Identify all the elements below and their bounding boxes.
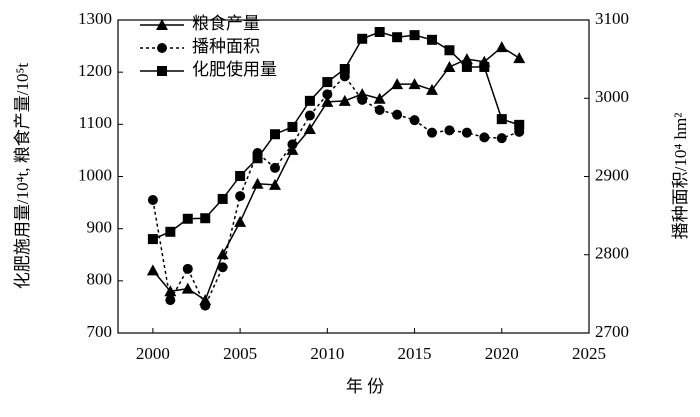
marker xyxy=(251,177,264,189)
marker xyxy=(357,94,368,105)
x-tick-label: 2000 xyxy=(136,344,170,363)
marker xyxy=(146,264,159,276)
y2-tick-label: 3000 xyxy=(595,87,629,106)
marker xyxy=(270,129,280,140)
legend-label: 播种面积 xyxy=(192,37,260,56)
marker xyxy=(374,104,385,115)
marker xyxy=(427,34,437,45)
marker xyxy=(235,191,246,202)
marker xyxy=(287,139,298,150)
legend-label: 化肥使用量 xyxy=(192,59,277,79)
marker xyxy=(147,234,158,245)
marker xyxy=(217,193,228,204)
marker xyxy=(391,78,404,90)
marker xyxy=(460,53,473,65)
marker xyxy=(156,19,168,30)
marker xyxy=(217,262,228,273)
y2-tick-label: 2700 xyxy=(595,322,629,341)
series-line xyxy=(152,46,520,302)
marker xyxy=(234,215,247,227)
marker xyxy=(147,194,158,205)
y-tick-label: 1000 xyxy=(78,165,112,184)
series-line xyxy=(152,75,520,308)
series-line xyxy=(152,31,520,240)
marker xyxy=(200,213,211,224)
marker xyxy=(408,78,421,90)
marker xyxy=(461,127,472,138)
marker xyxy=(409,30,420,41)
marker xyxy=(479,61,490,72)
marker xyxy=(321,95,334,107)
marker xyxy=(461,61,472,72)
marker xyxy=(495,41,508,53)
legend-label: 粮食产量 xyxy=(192,14,260,33)
marker xyxy=(444,125,455,136)
marker xyxy=(513,52,526,64)
marker xyxy=(303,123,316,135)
marker xyxy=(374,26,385,37)
x-axis-label: 年 份 xyxy=(346,377,384,396)
y-tick-label: 1200 xyxy=(78,61,112,80)
marker xyxy=(373,92,386,104)
y2-tick-label: 2800 xyxy=(595,244,629,263)
marker xyxy=(216,248,229,260)
marker xyxy=(165,226,176,237)
marker xyxy=(157,43,167,53)
y-tick-label: 900 xyxy=(87,218,113,237)
y2-tick-label: 2900 xyxy=(595,165,629,184)
marker xyxy=(339,64,350,75)
x-tick-label: 2010 xyxy=(310,344,344,363)
marker xyxy=(443,60,456,72)
marker xyxy=(270,162,280,173)
marker xyxy=(479,132,490,143)
marker xyxy=(392,32,403,43)
marker xyxy=(496,133,507,144)
marker xyxy=(287,121,298,132)
marker xyxy=(182,213,193,224)
marker xyxy=(444,45,455,56)
marker xyxy=(157,66,167,76)
y-tick-label: 800 xyxy=(87,270,113,289)
marker xyxy=(426,83,438,95)
marker xyxy=(322,89,333,100)
x-tick-label: 2005 xyxy=(223,344,257,363)
marker xyxy=(357,33,368,44)
marker xyxy=(427,127,437,138)
marker xyxy=(182,263,193,274)
marker xyxy=(322,77,333,88)
y-tick-label: 1300 xyxy=(78,9,112,28)
marker xyxy=(200,300,211,311)
marker xyxy=(496,114,507,125)
marker xyxy=(338,94,351,106)
y-tick-label: 1100 xyxy=(79,113,112,132)
marker xyxy=(304,95,315,106)
x-tick-label: 2015 xyxy=(398,344,432,363)
marker xyxy=(181,282,194,294)
marker xyxy=(165,295,176,306)
marker xyxy=(235,170,246,181)
y-axis-label: 化肥施用量/10⁴t, 粮食产量/10⁵t xyxy=(13,63,32,290)
y2-axis-label: 播种面积/10⁴ hm² xyxy=(671,113,690,240)
marker xyxy=(392,109,403,120)
marker xyxy=(514,119,525,130)
y-tick-label: 700 xyxy=(87,322,113,341)
marker xyxy=(304,110,315,121)
x-tick-label: 2020 xyxy=(485,344,519,363)
y2-tick-label: 3100 xyxy=(595,9,629,28)
marker xyxy=(269,178,281,190)
x-tick-label: 2025 xyxy=(572,344,606,363)
marker xyxy=(409,115,420,126)
marker xyxy=(252,153,263,164)
